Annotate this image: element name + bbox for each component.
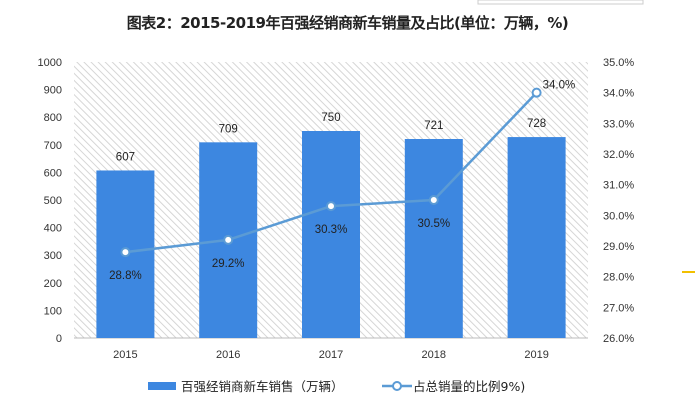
x-tick-label: 2015 (113, 349, 137, 361)
ratio-point-2017 (326, 201, 336, 212)
y-left-tick-label: 900 (44, 85, 62, 97)
y-left-tick-label: 500 (44, 195, 62, 207)
y-left-tick-label: 600 (44, 167, 62, 179)
ratio-data-label: 28.8% (109, 270, 142, 282)
y-right-tick-label: 31.0% (603, 180, 634, 192)
y-left-tick-label: 400 (44, 223, 62, 235)
y-left-tick-label: 200 (44, 278, 62, 290)
y-left-tick-label: 100 (44, 305, 62, 317)
y-right-tick-label: 33.0% (603, 118, 634, 130)
bar-data-label: 728 (527, 118, 546, 130)
chart-title: 图表2：2015-2019年百强经销商新车销量及占比(单位：万辆，%) (126, 14, 569, 32)
bar-data-label: 607 (116, 151, 135, 163)
ratio-point-2018 (428, 195, 439, 205)
y-left-tick-label: 1000 (38, 57, 62, 69)
ratio-data-label: 29.2% (212, 258, 245, 270)
y-left-tick-label: 300 (44, 250, 62, 262)
x-tick-label: 2019 (524, 349, 548, 361)
ratio-point-2015 (120, 247, 131, 258)
y-left-tick-label: 0 (56, 333, 62, 345)
ratio-point-2016 (223, 234, 234, 245)
y-right-tick-label: 30.0% (603, 210, 634, 222)
y-right-tick-label: 26.0% (603, 333, 634, 345)
x-tick-label: 2016 (216, 349, 240, 361)
legend-line-label: 占总销量的比例9%) (413, 379, 525, 394)
y-right-tick-label: 29.0% (603, 241, 634, 253)
bar-data-label: 750 (321, 112, 340, 124)
y-right-tick-label: 28.0% (603, 272, 634, 284)
table-fragment (477, 0, 644, 5)
ratio-point-2019 (531, 87, 542, 98)
y-left-tick-label: 800 (44, 112, 62, 124)
y-right-tick-label: 32.0% (603, 149, 634, 161)
bar-data-label: 709 (219, 123, 238, 135)
legend-bar-swatch (148, 382, 176, 390)
ratio-data-label: 30.3% (315, 224, 348, 236)
y-right-tick-label: 27.0% (603, 302, 634, 314)
y-right-tick-label: 34.0% (603, 88, 634, 100)
legend: 百强经销商新车销售（万辆） 占总销量的比例9%) (148, 379, 525, 394)
bar-data-label: 721 (424, 120, 443, 132)
y-right-tick-label: 35.0% (603, 57, 634, 69)
bar-2017 (302, 131, 360, 338)
legend-line-marker (392, 381, 402, 391)
ratio-data-label: 30.5% (417, 218, 450, 230)
ratio-data-label: 34.0% (543, 80, 576, 92)
bar-2019 (507, 137, 566, 338)
x-tick-label: 2018 (422, 349, 446, 361)
legend-bar-label: 百强经销商新车销售（万辆） (181, 379, 344, 394)
bar-2018 (404, 139, 463, 338)
x-tick-label: 2017 (319, 349, 343, 361)
y-left-tick-label: 700 (44, 140, 62, 152)
